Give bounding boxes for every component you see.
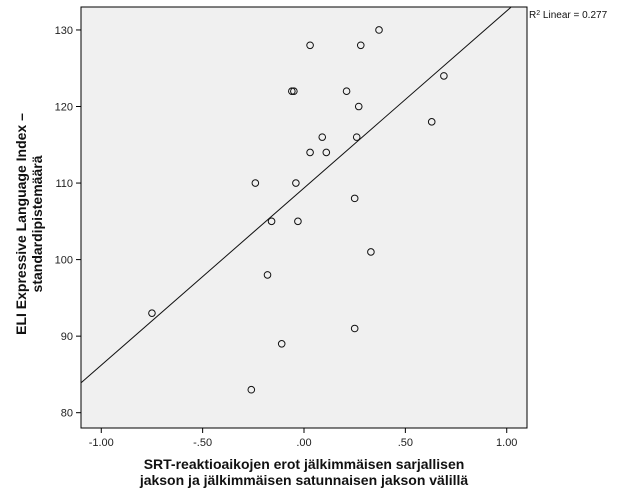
- data-point: [375, 26, 383, 34]
- y-tick-label: 110: [55, 178, 73, 190]
- data-point: [367, 248, 375, 256]
- y-tick-label: 120: [55, 102, 73, 114]
- data-point: [427, 118, 436, 126]
- data-point: [277, 340, 286, 348]
- plot-area: [80, 6, 528, 429]
- data-point: [342, 87, 351, 95]
- x-axis: -1.00 -.50 .00 .50 1.00: [89, 428, 517, 449]
- regression-line: [81, 7, 512, 384]
- data-point: [306, 41, 314, 50]
- data-point: [318, 133, 327, 141]
- data-point: [440, 72, 448, 80]
- data-point: [322, 148, 331, 157]
- fit-line-layer: [81, 7, 512, 384]
- data-point: [306, 148, 314, 157]
- data-point: [292, 179, 300, 187]
- x-tick-label: .00: [296, 437, 311, 449]
- x-tick-label: -1.00: [89, 437, 114, 449]
- x-axis-title-line-1: SRT-reaktioaikojen erot jälkimmäisen sar…: [144, 456, 465, 472]
- x-tick-label: 1.00: [496, 437, 517, 449]
- data-point: [263, 271, 272, 279]
- data-point: [294, 217, 302, 226]
- y-tick-label: 130: [55, 25, 73, 37]
- y-axis-title-line-2: standardipistemäärä: [29, 155, 45, 292]
- y-tick-label: 100: [55, 255, 73, 267]
- y-tick-label: 80: [61, 408, 73, 420]
- data-point: [354, 102, 363, 111]
- data-point: [288, 87, 296, 95]
- data-point: [148, 309, 156, 317]
- x-tick-label: .50: [398, 437, 413, 449]
- y-tick-label: 90: [61, 331, 73, 343]
- y-axis-title-line-1: ELI Expressive Language Index –: [13, 113, 29, 335]
- x-axis-title-line-2: jakson ja jälkimmäisen satunnaisen jakso…: [139, 472, 469, 488]
- x-tick-label: -.50: [193, 437, 212, 449]
- y-axis-title: ELI Expressive Language Index – standard…: [13, 113, 45, 335]
- data-points: [148, 26, 448, 394]
- y-axis: 80 90 100 110 120 130: [55, 25, 81, 420]
- data-point: [267, 217, 276, 226]
- data-point: [350, 324, 359, 333]
- data-point: [247, 385, 256, 394]
- r2-linear-label: R2 Linear = 0.277: [529, 10, 608, 22]
- data-point: [356, 41, 365, 50]
- data-point: [350, 194, 359, 203]
- data-point: [290, 87, 298, 95]
- data-point: [251, 179, 260, 187]
- data-point: [352, 133, 361, 141]
